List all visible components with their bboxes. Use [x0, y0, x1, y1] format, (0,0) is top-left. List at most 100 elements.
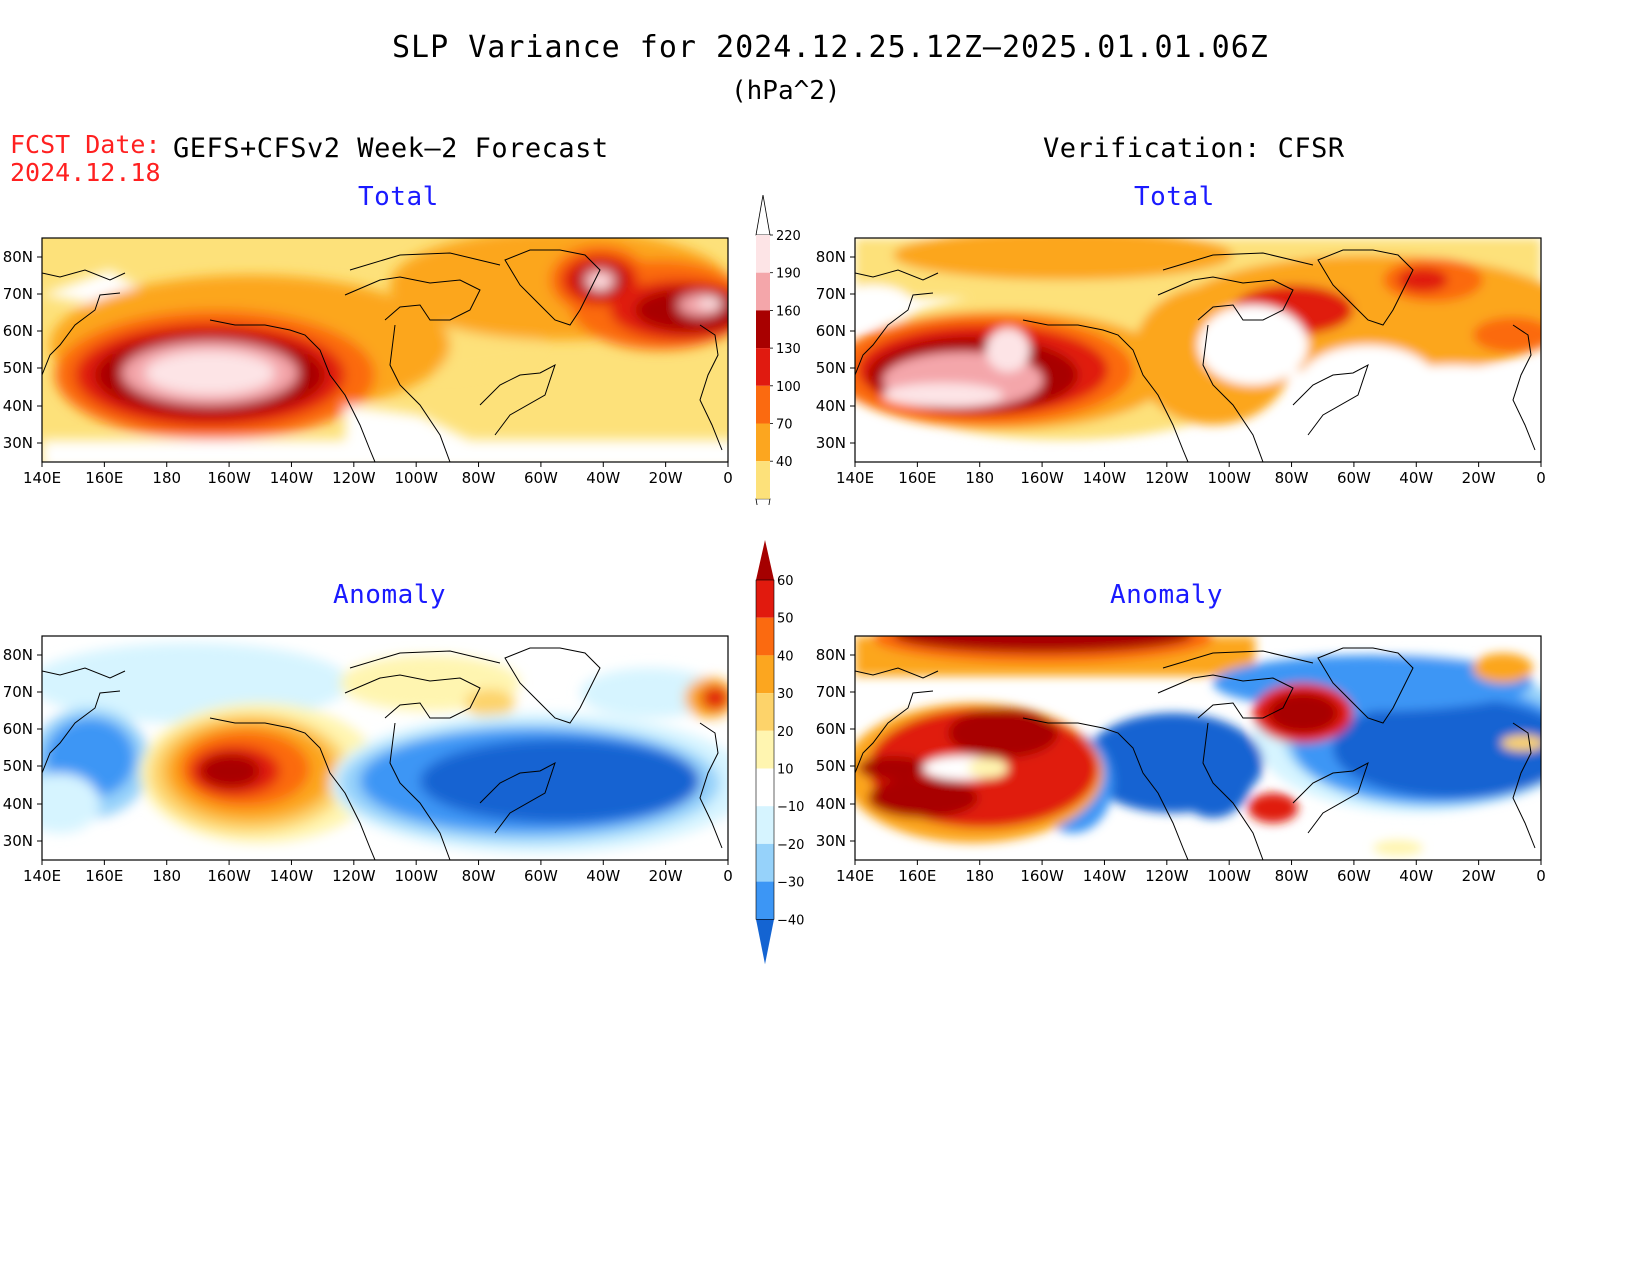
- colorbar-swatch: [756, 272, 770, 311]
- lon-axis: 140E 160E 180 160W 140W 120W 100W 80W 60W 40W 20W 0: [23, 462, 733, 487]
- lat-tick-label: 70N: [3, 285, 33, 303]
- colorbar-level-label: −40: [777, 913, 804, 928]
- lat-tick-label: 40N: [816, 795, 846, 813]
- map-forecast-total: 80N 70N 60N 50N 40N 30N 140E 160E 180 160W 140W 12…: [3, 237, 733, 487]
- lat-tick-label: 70N: [3, 683, 33, 701]
- colorbar-end-triangle: [756, 919, 774, 965]
- coastlines: [42, 249, 723, 462]
- lon-tick-label: 0: [723, 469, 733, 487]
- lon-tick-label: 40W: [586, 867, 620, 885]
- lat-tick-label: 60N: [3, 720, 33, 738]
- lat-tick-label: 50N: [816, 359, 846, 377]
- colorbar-level-label: 100: [776, 380, 801, 395]
- lat-axis: 80N 70N 60N 50N 40N 30N: [816, 646, 855, 850]
- lon-tick-label: 160W: [1020, 469, 1064, 487]
- lon-tick-label: 120W: [1145, 867, 1189, 885]
- lon-tick-label: 160W: [207, 469, 251, 487]
- colorbar-swatch: [756, 881, 774, 920]
- lat-tick-label: 80N: [816, 646, 846, 664]
- colorbar-swatch: [756, 843, 774, 882]
- colorbar-level-label: 30: [777, 687, 794, 702]
- lon-tick-label: 140E: [836, 469, 874, 487]
- lon-tick-label: 180: [965, 867, 994, 885]
- lat-tick-label: 70N: [816, 285, 846, 303]
- lon-tick-label: 160E: [85, 469, 123, 487]
- colorbar-end-triangle: [755, 498, 771, 505]
- colorbar-level-label: −30: [777, 876, 804, 891]
- lat-axis: 80N 70N 60N 50N 40N 30N: [3, 646, 42, 850]
- lon-tick-label: 80W: [1275, 469, 1309, 487]
- lon-tick-label: 100W: [394, 469, 438, 487]
- colorbar-level-label: −20: [777, 838, 804, 853]
- panel-title-forecast-total: Total: [358, 182, 439, 212]
- lon-tick-label: 120W: [332, 867, 376, 885]
- colorbar-swatch: [756, 693, 774, 731]
- lon-tick-label: 120W: [1145, 469, 1189, 487]
- lon-tick-label: 60W: [524, 867, 558, 885]
- lat-axis: 80N 70N 60N 50N 40N 30N: [816, 248, 855, 452]
- colorbar-swatch: [756, 423, 770, 462]
- colorbar-swatch: [756, 730, 774, 769]
- panel-title-forecast-anomaly: Anomaly: [333, 580, 447, 610]
- lon-tick-label: 20W: [1462, 469, 1496, 487]
- lon-tick-label: 0: [1536, 469, 1546, 487]
- lon-tick-label: 60W: [1337, 867, 1371, 885]
- colorbar-swatch: [756, 235, 770, 273]
- lon-tick-label: 140W: [270, 867, 314, 885]
- colorbar-swatch: [756, 348, 770, 386]
- colorbar-level-label: 160: [776, 304, 801, 319]
- lon-tick-label: 160W: [1020, 867, 1064, 885]
- colorbar-swatch: [756, 768, 774, 807]
- lat-tick-label: 70N: [816, 683, 846, 701]
- colorbar-swatch: [756, 617, 774, 656]
- colorbar-swatch: [756, 580, 774, 618]
- lon-tick-label: 60W: [524, 469, 558, 487]
- lat-axis: 80N 70N 60N 50N 40N 30N: [3, 248, 42, 452]
- lat-tick-label: 50N: [816, 757, 846, 775]
- lon-tick-label: 80W: [1275, 867, 1309, 885]
- lon-tick-label: 140W: [1083, 867, 1127, 885]
- lon-tick-label: 80W: [462, 867, 496, 885]
- colorbar-level-label: 60: [777, 574, 794, 589]
- colorbar-swatch: [756, 461, 770, 499]
- map-verification-anomaly: 80N 70N 60N 50N 40N 30N 140E 160E 180 160W 140W 12…: [816, 635, 1546, 885]
- fcst-date-value: 2024.12.18: [10, 158, 161, 187]
- fcst-date-label: FCST Date:: [10, 130, 161, 159]
- lon-tick-label: 140E: [836, 867, 874, 885]
- lon-tick-label: 140E: [23, 867, 61, 885]
- colorbar-level-label: 130: [776, 342, 801, 357]
- lon-tick-label: 140W: [1083, 469, 1127, 487]
- lon-tick-label: 140W: [270, 469, 314, 487]
- lat-tick-label: 80N: [3, 646, 33, 664]
- lat-tick-label: 60N: [816, 720, 846, 738]
- main-title: SLP Variance for 2024.12.25.12Z–2025.01.…: [392, 30, 1269, 65]
- lon-tick-label: 180: [152, 469, 181, 487]
- lon-tick-label: 180: [152, 867, 181, 885]
- lat-tick-label: 40N: [3, 397, 33, 415]
- lon-tick-label: 80W: [462, 469, 496, 487]
- lon-tick-label: 0: [1536, 867, 1546, 885]
- colorbar-swatch: [756, 310, 770, 349]
- lon-tick-label: 120W: [332, 469, 376, 487]
- lon-tick-label: 160E: [85, 867, 123, 885]
- lat-tick-label: 60N: [3, 322, 33, 340]
- colorbar-level-label: 20: [777, 725, 794, 740]
- lon-tick-label: 20W: [649, 469, 683, 487]
- colorbar-swatch: [756, 655, 774, 694]
- lon-axis: 140E 160E 180 160W 140W 120W 100W 80W 60W 40W 20W 0: [23, 860, 733, 885]
- map-forecast-anomaly: 80N 70N 60N 50N 40N 30N 140E 160E 180 160W 140W 12…: [3, 635, 733, 885]
- colorbar-level-label: 70: [776, 418, 793, 433]
- colorbar-swatch: [756, 385, 770, 424]
- lon-tick-label: 0: [723, 867, 733, 885]
- colorbar-level-label: 220: [776, 229, 801, 244]
- lat-tick-label: 60N: [816, 322, 846, 340]
- anomaly-colorbar: 60 50 40 30 20 10 −10 −20 −30 −40: [755, 540, 804, 965]
- lon-tick-label: 100W: [1207, 867, 1251, 885]
- units-label: (hPa^2): [731, 76, 841, 106]
- lon-tick-label: 40W: [586, 469, 620, 487]
- lon-tick-label: 160E: [898, 867, 936, 885]
- lon-tick-label: 100W: [394, 867, 438, 885]
- lon-tick-label: 180: [965, 469, 994, 487]
- total-colorbar: 40 70 100 130 160 190 220: [755, 195, 801, 505]
- colorbar-end-triangle: [756, 540, 774, 580]
